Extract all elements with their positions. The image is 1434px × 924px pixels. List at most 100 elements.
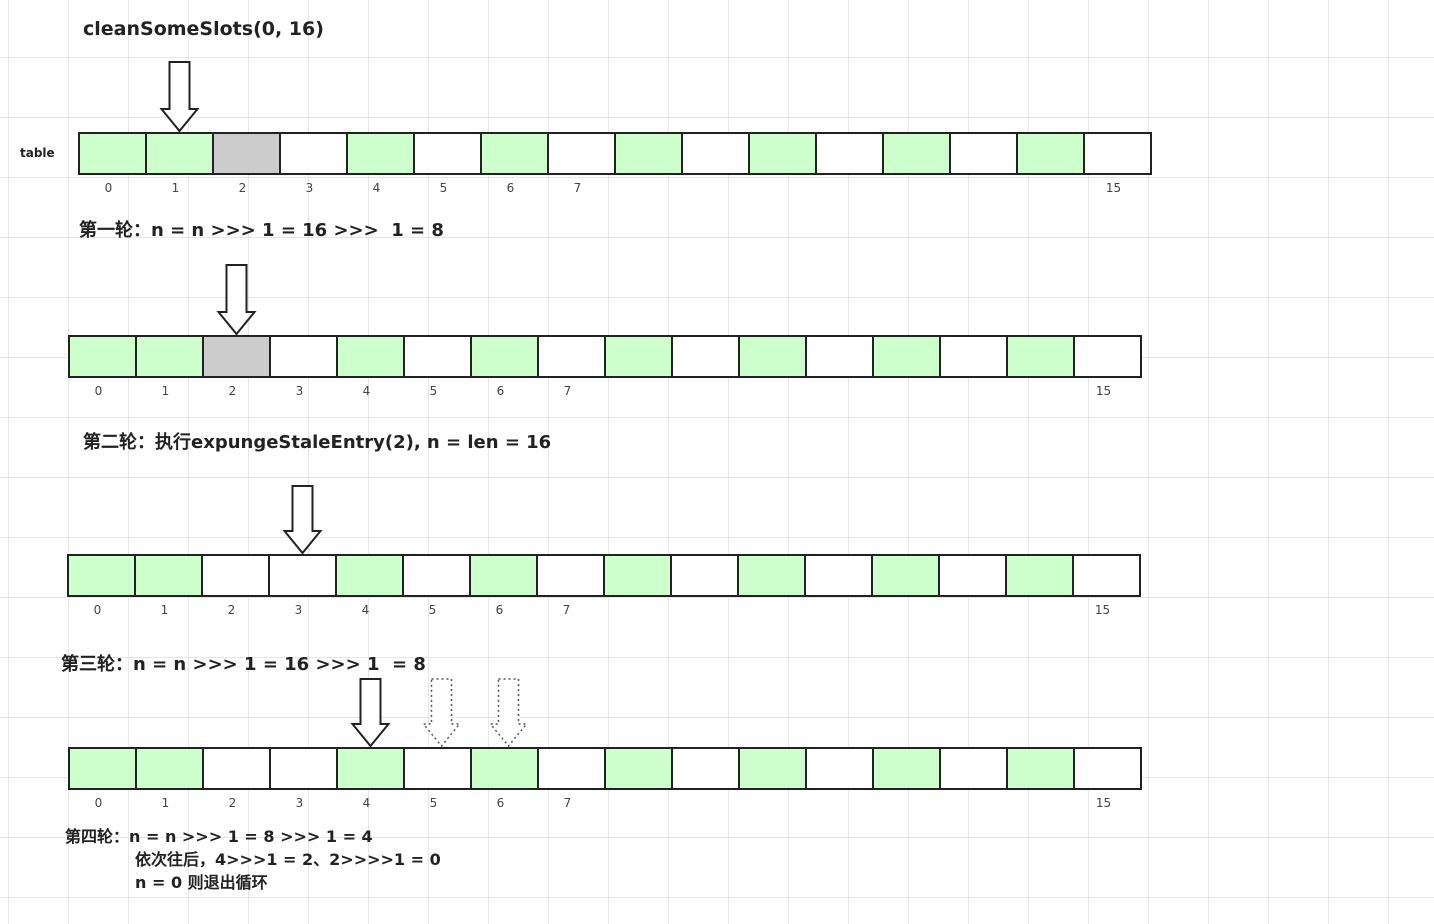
table-cell-empty — [805, 747, 874, 790]
table-cell-empty — [805, 335, 874, 378]
table-cell-empty — [268, 554, 337, 597]
table-cell-live — [871, 554, 940, 597]
table-cell-empty — [536, 554, 605, 597]
index-label: 3 — [294, 603, 303, 617]
table-cell-live — [738, 747, 807, 790]
table-cell-live — [135, 747, 204, 790]
table-cell-empty — [1083, 132, 1152, 175]
table-cell-empty — [939, 747, 1008, 790]
index-label: 0 — [94, 796, 103, 810]
table-label: table — [20, 146, 55, 160]
index-label: 7 — [563, 796, 572, 810]
round4-line3: n = 0 则退出循环 — [135, 873, 268, 892]
table-cell-stale — [202, 335, 271, 378]
index-label: 2 — [238, 181, 247, 195]
table-cell-live — [135, 335, 204, 378]
index-label: 3 — [295, 384, 304, 398]
diagram-title: cleanSomeSlots(0, 16) — [83, 18, 324, 40]
index-label: 0 — [94, 384, 103, 398]
index-label: 0 — [104, 181, 113, 195]
index-label: 15 — [1095, 796, 1112, 810]
table-cell-stale — [212, 132, 281, 175]
table-cell-live — [470, 747, 539, 790]
table-cell-live — [1006, 335, 1075, 378]
table-cell-empty — [202, 747, 271, 790]
table-cell-empty — [537, 747, 606, 790]
table-cell-live — [335, 554, 404, 597]
table-cell-live — [67, 554, 136, 597]
table-cell-empty — [547, 132, 616, 175]
index-label: 4 — [361, 603, 370, 617]
table-cell-empty — [815, 132, 884, 175]
table-cell-live — [872, 747, 941, 790]
table-cell-live — [68, 335, 137, 378]
table-cell-live — [748, 132, 817, 175]
table-cell-empty — [671, 335, 740, 378]
table-cell-empty — [1073, 747, 1142, 790]
table-cell-live — [738, 335, 807, 378]
index-label: 0 — [93, 603, 102, 617]
table-cell-live — [480, 132, 549, 175]
table-cell-empty — [670, 554, 739, 597]
table-cell-empty — [402, 554, 471, 597]
table-cell-live — [604, 747, 673, 790]
table-cell-live — [470, 335, 539, 378]
table-cell-live — [614, 132, 683, 175]
table-cell-live — [68, 747, 137, 790]
dotted-down-arrow-icon — [421, 678, 462, 748]
table-cell-live — [78, 132, 147, 175]
table-cell-live — [882, 132, 951, 175]
table-cell-live — [346, 132, 415, 175]
index-label: 7 — [563, 384, 572, 398]
table-cell-live — [1006, 747, 1075, 790]
index-label: 4 — [362, 796, 371, 810]
index-label: 6 — [506, 181, 515, 195]
table-cell-live — [1005, 554, 1074, 597]
table-cell-live — [134, 554, 203, 597]
table-cell-empty — [413, 132, 482, 175]
index-label: 1 — [171, 181, 180, 195]
index-label: 1 — [160, 603, 169, 617]
round1-text: 第一轮：n = n >>> 1 = 16 >>> 1 = 8 — [79, 220, 444, 241]
table-cell-empty — [939, 335, 1008, 378]
down-arrow-icon — [159, 61, 200, 133]
index-label: 15 — [1105, 181, 1122, 195]
table-cell-live — [872, 335, 941, 378]
table-cell-live — [145, 132, 214, 175]
table-cell-live — [336, 747, 405, 790]
table-cell-live — [1016, 132, 1085, 175]
index-label: 6 — [495, 603, 504, 617]
round2-text: 第二轮：执行expungeStaleEntry(2), n = len = 16 — [83, 432, 552, 453]
table-cell-empty — [269, 335, 338, 378]
round4-line1: 第四轮：n = n >>> 1 = 8 >>> 1 = 4 — [65, 827, 373, 846]
index-label: 2 — [228, 796, 237, 810]
table-cell-empty — [537, 335, 606, 378]
dotted-down-arrow-icon — [488, 678, 529, 748]
index-label: 3 — [295, 796, 304, 810]
down-arrow-icon — [282, 485, 323, 555]
index-label: 6 — [496, 384, 505, 398]
round4-line2: 依次往后，4>>>1 = 2、2>>>>1 = 0 — [135, 850, 441, 869]
table-cell-live — [469, 554, 538, 597]
table-cell-live — [737, 554, 806, 597]
down-arrow-icon — [350, 678, 391, 748]
table-cell-empty — [681, 132, 750, 175]
table-cell-empty — [403, 747, 472, 790]
index-label: 15 — [1095, 384, 1112, 398]
index-label: 5 — [439, 181, 448, 195]
index-label: 1 — [161, 384, 170, 398]
table-cell-empty — [201, 554, 270, 597]
table-cell-empty — [269, 747, 338, 790]
table-cell-empty — [938, 554, 1007, 597]
round3-text: 第三轮：n = n >>> 1 = 16 >>> 1 = 8 — [61, 654, 426, 675]
table-cell-empty — [279, 132, 348, 175]
index-label: 3 — [305, 181, 314, 195]
table-cell-empty — [949, 132, 1018, 175]
table-cell-live — [336, 335, 405, 378]
table-cell-empty — [671, 747, 740, 790]
index-label: 5 — [429, 796, 438, 810]
table-cell-live — [603, 554, 672, 597]
table-cell-empty — [804, 554, 873, 597]
table-cell-empty — [1073, 335, 1142, 378]
